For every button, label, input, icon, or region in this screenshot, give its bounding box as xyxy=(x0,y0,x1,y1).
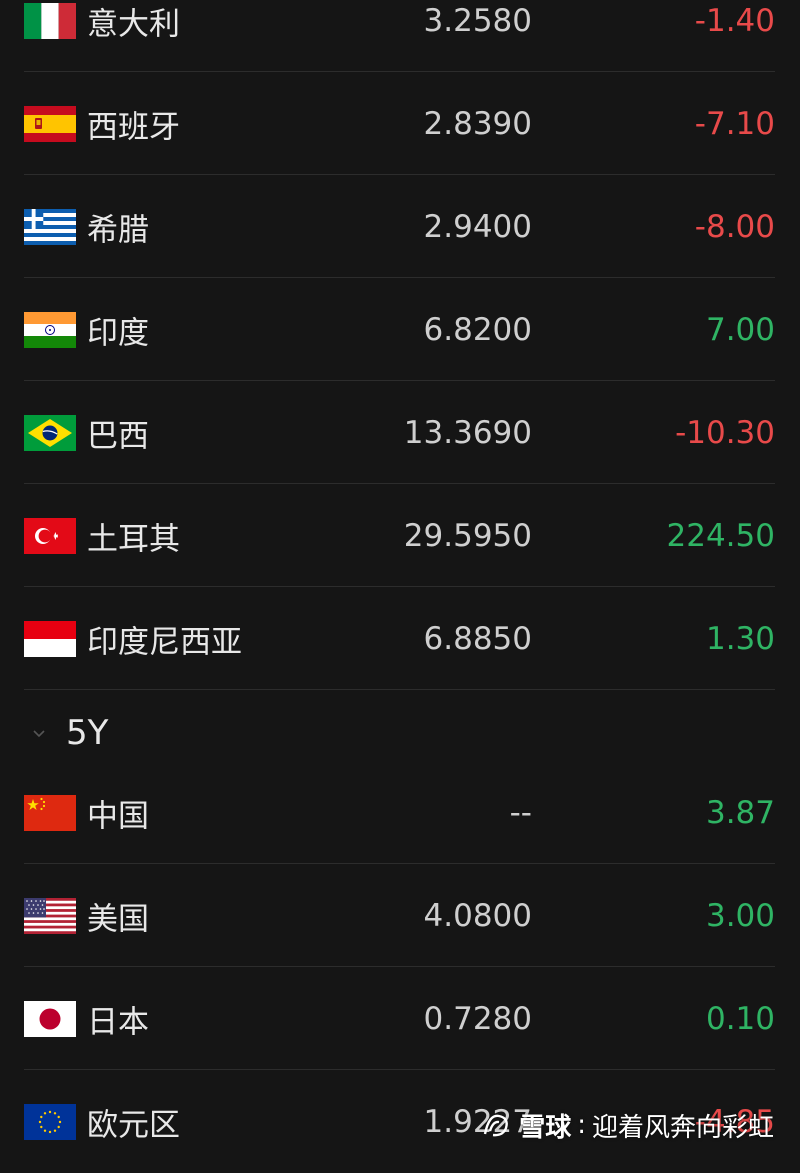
yield-value: 6.8200 xyxy=(423,311,532,348)
list-item[interactable]: 意大利 3.2580 -1.40 xyxy=(24,0,775,72)
snowball-logo-icon xyxy=(484,1114,509,1137)
country-name: 日本 xyxy=(87,1004,149,1040)
yield-value: 2.8390 xyxy=(423,105,532,142)
country-name: 美国 xyxy=(87,901,149,937)
brazil-flag-icon xyxy=(24,414,76,451)
eu-flag-icon xyxy=(24,1104,76,1140)
list-item[interactable]: 希腊 2.9400 -8.00 xyxy=(24,176,775,278)
country-name: 中国 xyxy=(87,798,149,834)
country-name: 巴西 xyxy=(87,418,149,454)
yield-value: 13.3690 xyxy=(403,414,532,451)
yield-change: 224.50 xyxy=(666,517,775,554)
yield-change: -7.10 xyxy=(694,105,775,142)
yield-value: 0.7280 xyxy=(423,1000,532,1037)
usa-flag-icon xyxy=(24,897,76,934)
japan-flag-icon xyxy=(24,1000,76,1037)
yield-change: -4.85 xyxy=(694,1104,775,1140)
yield-change: 7.00 xyxy=(705,311,775,348)
list-item[interactable]: 美国 4.0800 3.00 xyxy=(24,865,775,967)
yield-change: 1.30 xyxy=(705,620,775,657)
yield-change: -10.30 xyxy=(675,414,775,451)
watermark-author: 迎着风奔向彩虹 xyxy=(591,1112,774,1143)
country-name: 印度尼西亚 xyxy=(87,624,242,660)
yield-change: -1.40 xyxy=(694,2,775,39)
list-item[interactable]: 日本 0.7280 0.10 xyxy=(24,968,775,1070)
yield-value: 2.9400 xyxy=(423,208,532,245)
watermark-brand: 雪球 xyxy=(519,1112,572,1143)
yield-value: 29.5950 xyxy=(403,517,532,554)
yield-value: 4.0800 xyxy=(423,897,532,934)
spain-flag-icon xyxy=(24,105,76,142)
list-item[interactable]: 巴西 13.3690 -10.30 xyxy=(24,382,775,484)
yield-change: -8.00 xyxy=(694,208,775,245)
list-item[interactable]: 印度 6.8200 7.00 xyxy=(24,279,775,381)
turkey-flag-icon xyxy=(24,517,76,554)
country-name: 欧元区 xyxy=(87,1107,180,1144)
list-item[interactable]: 中国 -- 3.87 xyxy=(24,762,775,864)
country-name: 意大利 xyxy=(87,6,180,42)
watermark-separator: : xyxy=(577,1110,586,1140)
china-flag-icon xyxy=(24,794,76,831)
yield-value: -- xyxy=(509,794,532,831)
watermark: 雪球 : 迎着风奔向彩虹 xyxy=(479,1105,774,1145)
yield-value: 3.2580 xyxy=(423,2,532,39)
india-flag-icon xyxy=(24,311,76,348)
list-item[interactable]: 印度尼西亚 6.8850 1.30 xyxy=(24,588,775,690)
section-title: 5Y xyxy=(66,713,109,753)
chevron-down-icon xyxy=(33,730,45,738)
list-item[interactable]: 欧元区 1.9227 -4.85 xyxy=(24,1071,775,1173)
yield-change: 0.10 xyxy=(705,1000,775,1037)
yield-value: 1.9227 xyxy=(423,1104,532,1140)
yield-value: 6.8850 xyxy=(423,620,532,657)
country-name: 西班牙 xyxy=(87,109,180,145)
section-header-5y[interactable]: 5Y xyxy=(24,690,775,776)
list-item[interactable]: 土耳其 29.5950 224.50 xyxy=(24,485,775,587)
yield-change: 3.87 xyxy=(705,794,775,831)
greece-flag-icon xyxy=(24,208,76,245)
italy-flag-icon xyxy=(24,2,76,39)
list-item[interactable]: 西班牙 2.8390 -7.10 xyxy=(24,73,775,175)
country-name: 希腊 xyxy=(87,212,149,248)
yield-change: 3.00 xyxy=(705,897,775,934)
country-name: 土耳其 xyxy=(87,521,180,557)
country-name: 印度 xyxy=(87,315,149,351)
indonesia-flag-icon xyxy=(24,620,76,657)
